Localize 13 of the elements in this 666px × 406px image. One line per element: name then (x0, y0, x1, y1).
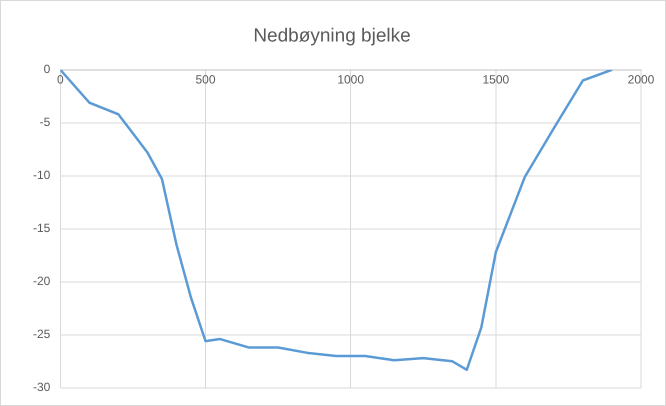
x-tick-label: 1500 (482, 72, 510, 86)
x-tick-label: 2000 (628, 72, 655, 86)
y-tick-label: 0 (44, 62, 51, 76)
chart-title: Nedbøyning bjelke (253, 26, 411, 47)
x-tick-label: 0 (57, 72, 64, 86)
y-tick-label: -15 (33, 221, 51, 236)
x-tick-label: 1000 (337, 72, 364, 86)
y-tick-label: -10 (33, 168, 51, 182)
y-tick-label: -30 (33, 380, 51, 394)
x-tick-label: 500 (195, 72, 216, 86)
y-tick-label: -25 (33, 327, 51, 342)
y-tick-label: -5 (40, 115, 51, 130)
y-tick-label: -20 (33, 274, 51, 288)
